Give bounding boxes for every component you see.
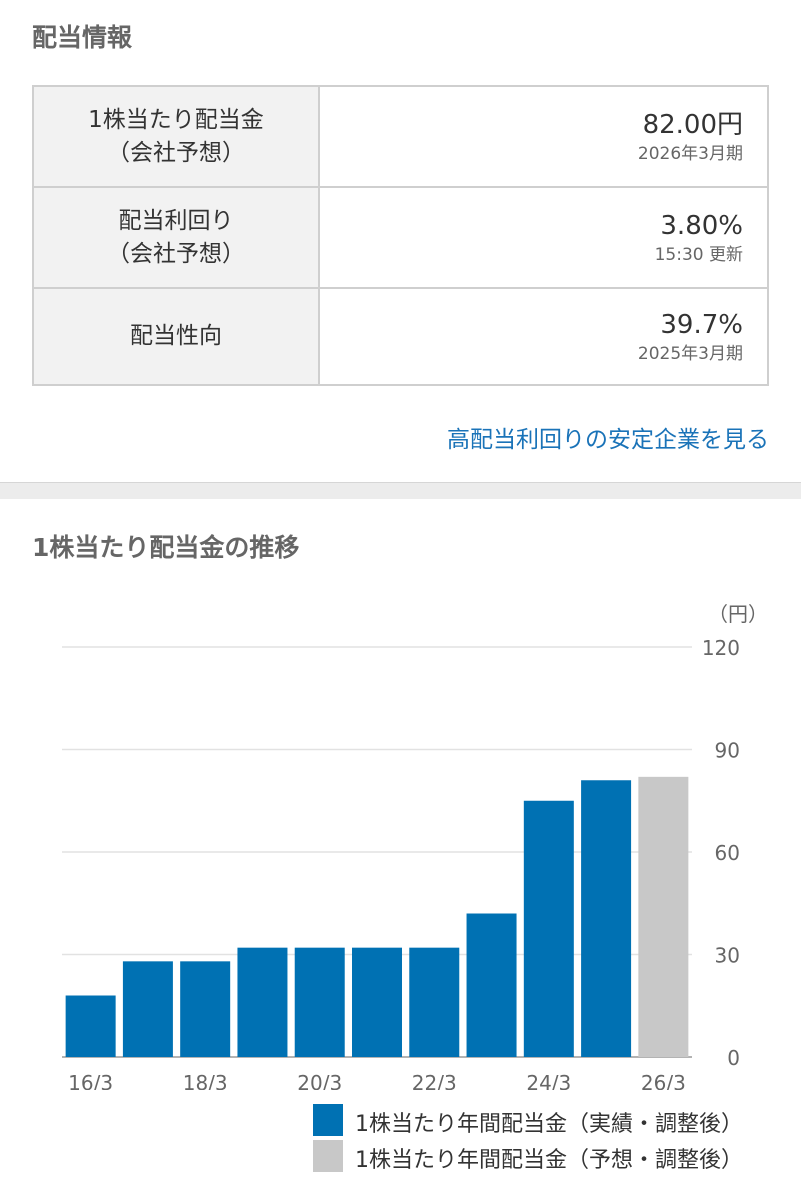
table-row: 配当利回り （会社予想） 3.80% 15:30 更新	[32, 186, 769, 289]
payout-ratio-value: 39.7%	[660, 309, 743, 340]
bar-actual	[581, 780, 632, 1057]
bar-actual	[294, 947, 345, 1057]
row-value: 82.00円 2026年3月期	[318, 85, 769, 188]
dividend-yield-value: 3.80%	[660, 210, 743, 241]
y-axis-unit-label: （円）	[708, 602, 768, 626]
y-tick-label: 90	[715, 739, 740, 763]
x-tick-label: 26/3	[641, 1071, 686, 1090]
row-label-line1: 1株当たり配当金	[88, 106, 264, 133]
y-tick-label: 0	[727, 1046, 740, 1070]
bar-actual	[122, 961, 173, 1057]
section-divider	[0, 482, 801, 499]
x-tick-label: 16/3	[68, 1071, 113, 1090]
legend-label-actual: 1株当たり年間配当金（実績・調整後）	[355, 1112, 743, 1137]
legend-swatch-actual	[313, 1104, 343, 1136]
row-label-line1: 配当性向	[130, 323, 222, 349]
bar-actual	[409, 947, 460, 1057]
legend-swatch-forecast	[313, 1140, 343, 1172]
bar-actual	[237, 947, 288, 1057]
bar-actual	[523, 800, 574, 1057]
dividend-info-title: 配当情報	[32, 23, 133, 52]
dividend-trend-title: 1株当たり配当金の推移	[32, 533, 300, 562]
row-label: 配当利回り （会社予想）	[32, 186, 320, 289]
x-tick-label: 24/3	[526, 1071, 571, 1090]
bar-actual	[466, 913, 517, 1057]
row-label-line2: （会社予想）	[107, 139, 245, 166]
bar-actual	[65, 995, 116, 1057]
table-row: 1株当たり配当金 （会社予想） 82.00円 2026年3月期	[32, 85, 769, 188]
table-row: 配当性向 39.7% 2025年3月期	[32, 287, 769, 386]
dividend-per-share-value: 82.00円	[642, 109, 743, 140]
legend-label-forecast: 1株当たり年間配当金（予想・調整後）	[355, 1148, 743, 1173]
dividend-yield-updated: 15:30 更新	[654, 244, 743, 265]
bar-forecast	[638, 776, 689, 1057]
dividend-info-table: 1株当たり配当金 （会社予想） 82.00円 2026年3月期 配当利回り （会…	[32, 85, 769, 386]
y-tick-label: 30	[715, 944, 740, 968]
row-label-line2: （会社予想）	[107, 240, 245, 267]
x-tick-label: 18/3	[183, 1071, 228, 1090]
payout-ratio-period: 2025年3月期	[637, 343, 743, 364]
y-tick-label: 120	[702, 636, 740, 660]
x-tick-label: 20/3	[297, 1071, 342, 1090]
x-tick-label: 22/3	[412, 1071, 457, 1090]
row-label-line1: 配当利回り	[118, 207, 234, 234]
high-yield-stocks-link[interactable]: 高配当利回りの安定企業を見る	[447, 427, 769, 453]
dividend-per-share-period: 2026年3月期	[637, 143, 743, 164]
bar-actual	[352, 947, 402, 1057]
bar-actual	[180, 961, 231, 1057]
row-value: 3.80% 15:30 更新	[318, 186, 769, 289]
row-label: 1株当たり配当金 （会社予想）	[32, 85, 320, 188]
y-tick-label: 60	[715, 841, 740, 865]
row-value: 39.7% 2025年3月期	[318, 287, 769, 386]
dividend-bar-chart: 0 30 60 90 120 （円） 16/3 18/3 20/3 22/3 24/3 26/3	[62, 602, 768, 1090]
row-label: 配当性向	[32, 287, 320, 386]
